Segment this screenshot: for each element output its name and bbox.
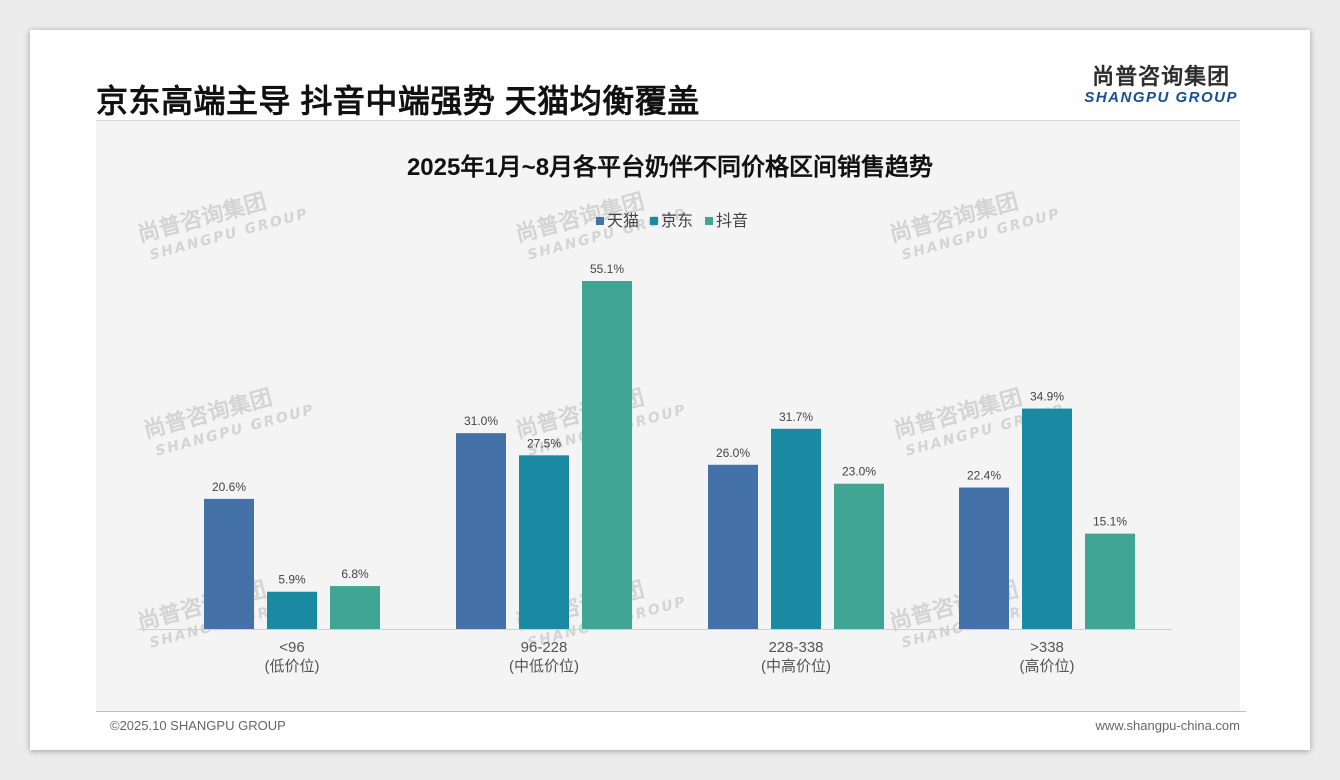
logo-cn-text: 尚普咨询集团 xyxy=(1092,64,1231,89)
x-tick-range-0: <96 xyxy=(279,639,304,656)
x-tick-tier-0: (低价位) xyxy=(265,658,320,675)
data-label-2-1: 31.7% xyxy=(779,410,813,424)
bar-1-0 xyxy=(456,433,506,629)
legend-label-0: 天猫 xyxy=(607,212,639,230)
page-title: 京东高端主导 抖音中端强势 天猫均衡覆盖 xyxy=(96,83,700,119)
logo-en-text: SHANGPU GROUP xyxy=(1084,89,1238,106)
bar-2-2 xyxy=(834,483,884,629)
legend-swatch-0 xyxy=(596,217,604,225)
data-label-1-2: 55.1% xyxy=(590,262,624,276)
data-label-3-2: 15.1% xyxy=(1093,515,1127,529)
bar-0-1 xyxy=(267,591,317,629)
data-label-1-1: 27.5% xyxy=(527,436,561,450)
data-label-1-0: 31.0% xyxy=(464,414,498,428)
x-tick-range-2: 228-338 xyxy=(768,639,823,656)
data-label-3-1: 34.9% xyxy=(1030,390,1064,404)
data-label-0-0: 20.6% xyxy=(212,480,246,494)
bar-3-1 xyxy=(1022,408,1072,629)
legend-swatch-2 xyxy=(705,217,713,225)
x-tick-tier-1: (中低价位) xyxy=(509,658,579,675)
legend-swatch-1 xyxy=(650,217,658,225)
slide: 京东高端主导 抖音中端强势 天猫均衡覆盖 尚普咨询集团 SHANGPU GROU… xyxy=(30,30,1310,750)
bar-2-1 xyxy=(771,428,821,629)
bar-2-0 xyxy=(708,464,758,629)
x-tick-tier-3: (高价位) xyxy=(1020,658,1075,675)
bar-3-2 xyxy=(1085,533,1135,629)
data-label-2-2: 23.0% xyxy=(842,465,876,479)
legend-label-2: 抖音 xyxy=(716,212,748,230)
x-tick-range-3: >338 xyxy=(1030,639,1064,656)
bar-1-2 xyxy=(582,281,632,629)
bar-0-0 xyxy=(204,498,254,629)
bar-1-1 xyxy=(519,455,569,629)
data-label-2-0: 26.0% xyxy=(716,446,750,460)
footer-divider xyxy=(96,711,1246,712)
data-label-0-2: 6.8% xyxy=(341,567,369,581)
data-label-0-1: 5.9% xyxy=(278,573,306,587)
legend-label-1: 京东 xyxy=(661,212,693,230)
x-tick-range-1: 96-228 xyxy=(521,639,568,656)
brand-logo: 尚普咨询集团 SHANGPU GROUP xyxy=(1084,64,1238,106)
x-tick-tier-2: (中高价位) xyxy=(761,658,831,675)
chart-title: 2025年1月~8月各平台奶伴不同价格区间销售趋势 xyxy=(407,153,933,181)
data-label-3-0: 22.4% xyxy=(967,469,1001,483)
footer-copyright: ©2025.10 SHANGPU GROUP xyxy=(110,718,286,733)
bar-3-0 xyxy=(959,487,1009,629)
bar-0-2 xyxy=(330,586,380,629)
footer-website: www.shangpu-china.com xyxy=(1095,718,1240,733)
header-divider xyxy=(96,120,1240,121)
